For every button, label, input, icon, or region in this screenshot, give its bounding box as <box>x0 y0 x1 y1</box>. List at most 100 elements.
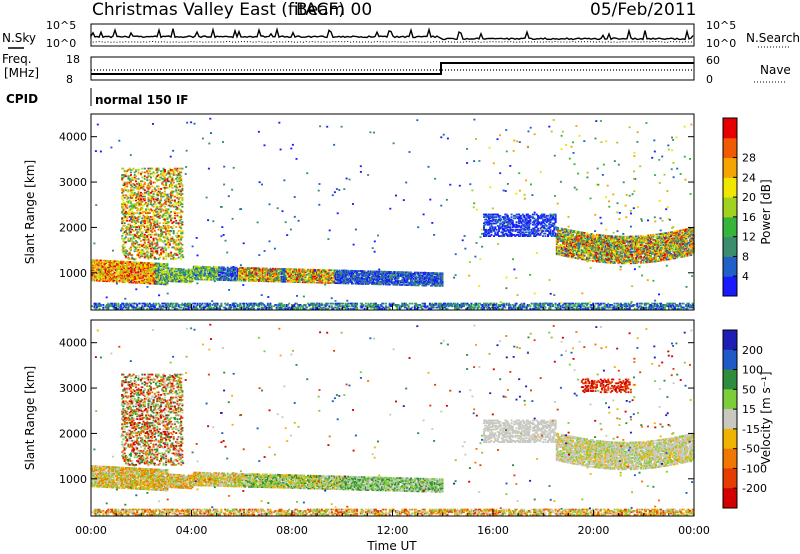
power-cell <box>104 268 107 271</box>
power-cell <box>288 302 291 305</box>
power-cell <box>107 276 110 279</box>
power-cell <box>636 307 639 310</box>
power-cell <box>570 306 573 309</box>
power-cell <box>292 306 294 309</box>
power-cell <box>552 304 554 306</box>
power-cell <box>211 304 214 306</box>
power-cell <box>618 304 621 306</box>
power-cell <box>454 307 457 310</box>
power-cell <box>660 306 663 309</box>
power-cell <box>106 271 109 274</box>
power-cell <box>143 194 146 197</box>
power-cell <box>457 306 460 309</box>
power-cell <box>214 302 217 305</box>
power-cell <box>599 304 602 306</box>
power-cell <box>653 305 656 308</box>
power-cell <box>246 307 249 310</box>
power-cell <box>178 306 181 309</box>
power-cell <box>229 305 232 308</box>
beam-title: Beam 00 <box>296 0 372 20</box>
power-cell <box>268 306 271 309</box>
power-cell <box>236 305 239 308</box>
power-cell <box>555 306 558 309</box>
power-cell <box>101 273 103 276</box>
power-cell <box>124 304 127 306</box>
power-cell <box>467 304 470 306</box>
power-cell <box>171 306 174 309</box>
power-cell <box>113 305 116 308</box>
nsearch-line <box>90 40 694 43</box>
power-cell <box>427 306 430 309</box>
power-cell <box>330 302 333 305</box>
power-cell <box>138 306 141 309</box>
power-cell <box>106 277 109 280</box>
power-cell <box>107 306 110 309</box>
power-cell <box>294 306 297 309</box>
power-cell <box>647 307 650 310</box>
power-cell <box>575 307 578 310</box>
power-cell <box>126 185 129 188</box>
power-cell <box>376 306 379 309</box>
power-cell <box>385 306 387 309</box>
power-cell <box>511 307 514 310</box>
power-cell <box>480 307 483 310</box>
power-cell <box>655 305 658 308</box>
power-cell <box>353 304 356 306</box>
power-cell <box>127 307 130 310</box>
power-cell <box>165 305 168 308</box>
power-cell <box>338 307 341 310</box>
power-cell <box>526 305 529 308</box>
power-cell <box>185 307 188 310</box>
power-cell <box>567 305 570 308</box>
power-cell <box>116 307 119 310</box>
power-cell <box>402 304 405 306</box>
power-cell <box>258 307 261 310</box>
power-cell <box>297 307 299 310</box>
power-cell <box>534 305 537 308</box>
power-cell <box>446 304 449 306</box>
power-cell <box>582 305 585 308</box>
power-cell <box>591 307 593 310</box>
power-cell <box>334 304 337 306</box>
power-cell <box>686 306 689 309</box>
power-cell <box>426 305 429 308</box>
power-cell <box>97 267 100 269</box>
power-cell <box>109 265 112 267</box>
power-cell <box>689 304 691 306</box>
power-cell <box>293 305 296 308</box>
power-cell <box>559 307 562 310</box>
power-cell <box>256 307 259 310</box>
power-cell <box>176 302 179 305</box>
power-cell <box>645 304 647 306</box>
power-cell <box>109 305 112 308</box>
power-cell <box>278 306 281 309</box>
power-cell <box>108 265 111 267</box>
power-cell <box>503 304 506 306</box>
power-cell <box>324 305 327 308</box>
power-cell <box>200 307 203 310</box>
power-cell <box>521 306 524 309</box>
power-cell <box>111 266 114 269</box>
power-cell <box>108 263 111 266</box>
power-cell <box>283 307 286 310</box>
power-cell <box>106 266 109 269</box>
power-cell <box>186 307 189 310</box>
power-cell <box>293 304 296 306</box>
power-cell <box>318 307 321 310</box>
power-cell <box>219 305 222 308</box>
power-cell <box>285 304 288 306</box>
power-cell <box>666 302 669 305</box>
power-cell <box>434 304 436 306</box>
power-cell <box>91 260 93 263</box>
power-cell <box>113 306 116 309</box>
power-cell <box>211 307 214 310</box>
power-cell <box>283 305 286 308</box>
power-cell <box>167 307 170 310</box>
power-cell <box>362 304 365 306</box>
power-cell <box>108 304 111 306</box>
power-cell <box>91 266 93 269</box>
power-cell <box>385 305 387 308</box>
power-cell <box>494 304 497 306</box>
power-cell <box>342 306 345 309</box>
power-cell <box>523 305 526 308</box>
